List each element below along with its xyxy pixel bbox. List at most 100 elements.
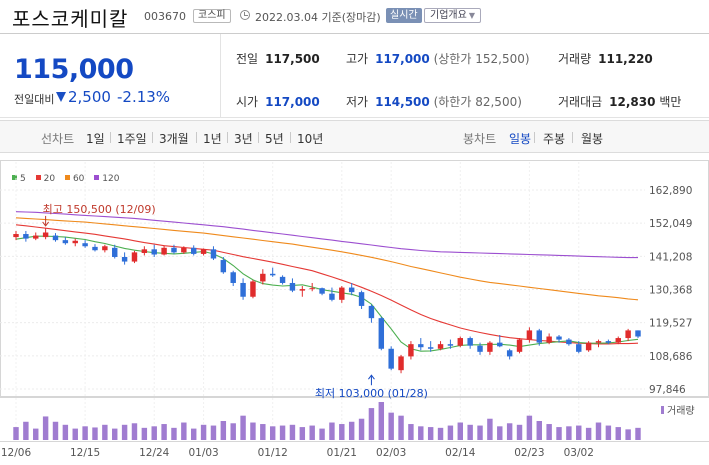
upper-limit-value: 152,500) [475,52,530,66]
volume-bar [585,427,592,440]
divider [220,34,221,118]
volume-bar [121,424,128,440]
legend-swatch [12,175,17,180]
period-10y-button[interactable]: 10년 [297,132,324,146]
candle-body [102,246,108,251]
change-rate: -2.13% [117,88,171,106]
trade-value-value: 12,830 [609,95,656,109]
candle-body [427,347,434,349]
candle-body [398,356,404,371]
x-tick-label: 01/12 [258,447,288,459]
candle-weekly-button[interactable]: 주봉 [543,132,566,146]
candle-body [447,344,454,346]
volume-bar [279,425,286,440]
divider [196,132,197,143]
candle-body [210,249,217,259]
volume-bar [151,426,157,440]
volume-label: 거래량 [667,405,695,417]
trade-value-unit: 백만 [659,95,682,109]
chart-frame [0,160,709,397]
candle-body [615,338,621,343]
volume-bar [42,416,49,440]
candle-body [348,287,355,293]
period-3y-button[interactable]: 3년 [234,132,253,146]
legend-item-ma20: 20 [35,174,55,184]
candle-body [635,330,641,337]
ma5-line [15,235,639,352]
volume-bar [161,424,167,440]
candle-body [418,344,424,348]
candle-monthly-button[interactable]: 월봉 [581,132,604,146]
candle-body [595,341,602,343]
prev-close-item: 전일 117,500 [236,50,320,67]
period-3m-button[interactable]: 3개월 [159,132,189,146]
candle-daily-button[interactable]: 일봉 [509,132,532,146]
upper-limit-label: (상한가 [433,52,472,66]
volume-legend-swatch [661,406,664,414]
period-1y-button[interactable]: 1년 [203,132,222,146]
volume-bar [348,421,355,440]
company-info-label: 기업개요 [430,10,467,21]
current-price: 115,000 [14,54,134,85]
x-tick-label: 02/03 [376,447,406,459]
volume-bar [378,402,385,440]
divider [258,132,259,143]
candle-chart-label: 봉차트 [463,132,497,146]
ma60-line [15,217,639,301]
period-5y-button[interactable]: 5년 [265,132,284,146]
candle-body [497,342,503,347]
volume-bar [556,427,562,440]
x-tick-label: 12/24 [139,447,170,459]
ma120-line [15,211,638,259]
ma20-line [15,224,639,345]
candle-body [141,249,148,253]
volume-bar [467,424,473,440]
volume-bar [23,421,29,440]
legend-label: 60 [72,174,85,184]
candle-body [487,342,493,352]
candle-body [516,339,523,352]
divider [572,132,573,143]
candle-body [408,344,414,357]
y-tick-label: 108,686 [649,351,693,363]
candle-body [319,288,325,294]
candle-body [378,318,385,349]
volume-bar [62,424,69,440]
min-price-annotation: 최저 103,000 (01/28) [315,387,428,400]
volume-bar [210,425,217,440]
realtime-badge[interactable]: 실시간 [386,8,422,23]
company-info-button[interactable]: 기업개요 ▼ [424,8,481,23]
volume-bar [82,426,88,440]
volume-bar [260,424,266,440]
volume-bar [497,426,503,440]
volume-bar [319,428,325,440]
volume-bar [102,424,108,440]
divider [152,132,153,143]
period-bar: 선차트 1일 1주일 3개월 1년 3년 5년 10년 봉차트 일봉 주봉 월봉 [0,120,709,153]
candle-body [121,256,128,262]
open-value: 117,000 [265,95,320,109]
y-tick-label: 130,368 [649,285,692,297]
volume-bar [171,427,177,440]
legend-item-ma120: 120 [94,174,119,184]
volume-bar [615,427,621,440]
candle-body [220,260,227,273]
volume-bar [141,427,148,440]
x-tick-label: 01/21 [327,447,357,459]
volume-bar [329,422,335,440]
x-tick-label: 03/02 [564,447,594,459]
candle-body [477,345,483,352]
low-label: 저가 [346,95,369,109]
candle-body [556,336,562,340]
line-chart-label: 선차트 [41,132,75,146]
volume-bar [536,421,542,440]
period-1d-button[interactable]: 1일 [86,132,105,146]
candle-body [289,282,296,291]
candle-body [171,247,177,253]
volume-bar [635,427,641,440]
candle-body [358,292,365,306]
period-1w-button[interactable]: 1주일 [117,132,147,146]
volume-bar [33,428,39,440]
volume-bar [516,424,523,440]
